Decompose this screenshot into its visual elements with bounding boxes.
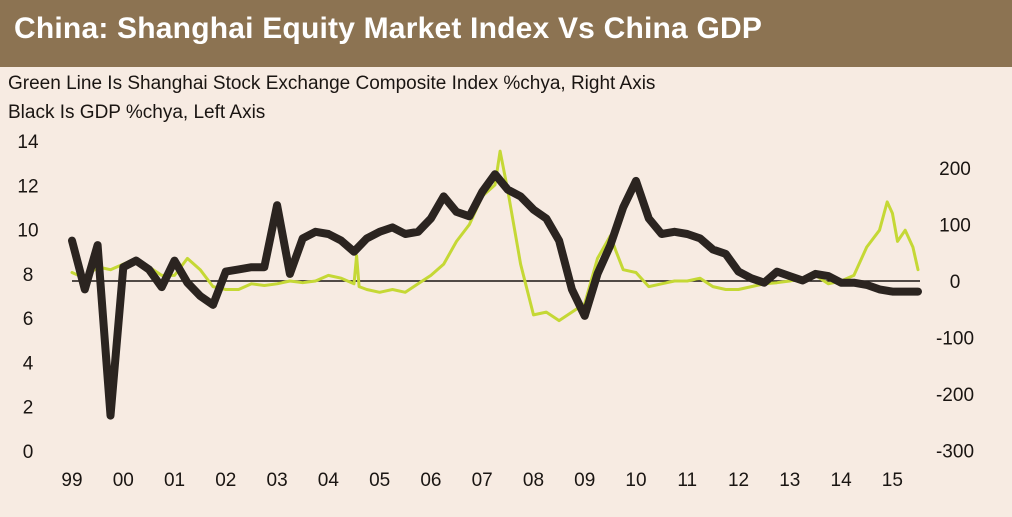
x-axis-tick-label: 10 [625, 470, 646, 491]
left-axis-tick-label: 10 [17, 221, 38, 242]
x-axis-tick-label: 13 [779, 470, 800, 491]
left-axis-tick-label: 4 [23, 353, 34, 374]
x-axis-tick-label: 03 [267, 470, 288, 491]
x-axis-tick-label: 99 [61, 470, 82, 491]
chart-title: China: Shanghai Equity Market Index Vs C… [14, 12, 763, 45]
gdp-series-line [68, 170, 922, 420]
x-axis-tick-label: 11 [677, 470, 697, 491]
left-axis-tick-label: 12 [17, 176, 38, 197]
right-axis-tick-label: -100 [936, 329, 974, 350]
left-axis-tick-label: 14 [17, 132, 39, 153]
right-axis-tick-label: -200 [936, 385, 974, 406]
x-axis-tick-label: 05 [369, 470, 390, 491]
x-axis-tick-label: 15 [882, 470, 903, 491]
x-axis-tick-label: 08 [523, 470, 544, 491]
right-axis-tick-label: 0 [950, 272, 961, 293]
title-banner: China: Shanghai Equity Market Index Vs C… [0, 0, 1012, 67]
subtitle-line-2: Black Is GDP %chya, Left Axis [8, 102, 266, 123]
left-axis-tick-label: 6 [23, 309, 34, 330]
x-axis-tick-label: 09 [574, 470, 595, 491]
x-axis-tick-label: 12 [728, 470, 749, 491]
right-axis-tick-label: 200 [939, 159, 971, 180]
subtitle-line-1: Green Line Is Shanghai Stock Exchange Co… [8, 73, 656, 94]
left-axis-tick-label: 8 [23, 265, 34, 286]
x-axis-tick-label: 14 [831, 470, 853, 491]
x-axis-tick-label: 07 [472, 470, 493, 491]
x-axis-tick-label: 06 [420, 470, 441, 491]
x-axis-tick-label: 04 [318, 470, 340, 491]
right-axis-tick-label: -300 [936, 442, 974, 463]
x-axis-tick-label: 02 [215, 470, 236, 491]
x-axis-tick-label: 01 [164, 470, 185, 491]
x-axis-tick-label: 00 [113, 470, 134, 491]
right-axis-tick-label: 100 [939, 216, 971, 237]
left-axis-tick-label: 2 [23, 398, 34, 419]
left-axis-tick-label: 0 [23, 442, 34, 463]
